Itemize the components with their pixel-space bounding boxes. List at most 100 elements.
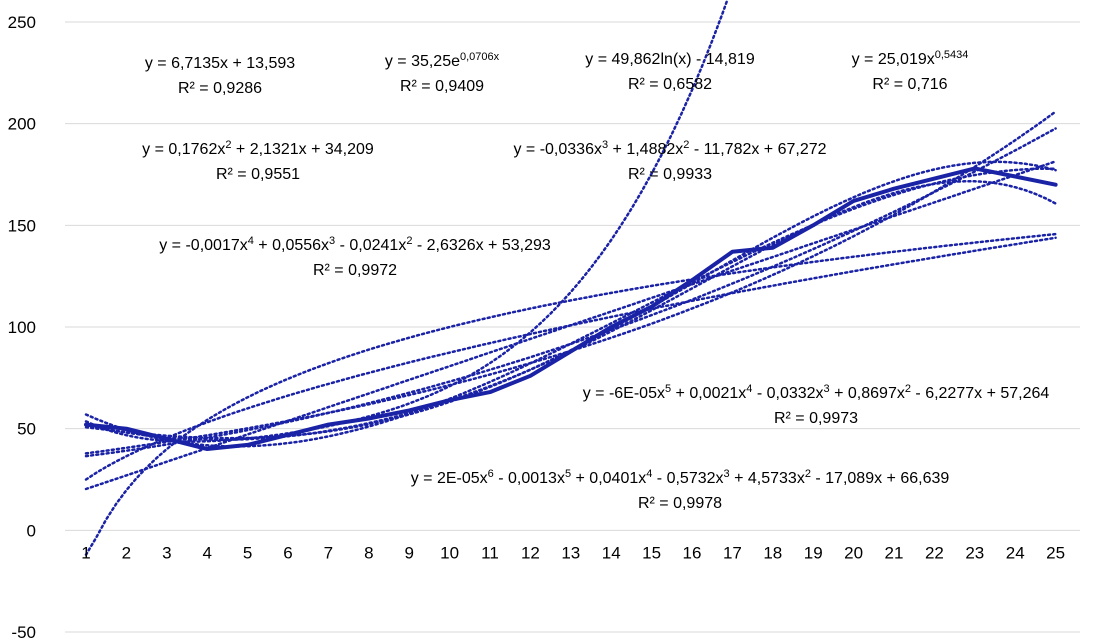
- r-squared-label: R² = 0,9409: [400, 78, 484, 95]
- r-squared-label: R² = 0,6582: [628, 76, 712, 93]
- data-point: [932, 177, 936, 181]
- x-tick-label: 9: [404, 543, 413, 562]
- equation-exponent: 2: [805, 468, 811, 480]
- equation-part: y = 2E-05x: [411, 470, 488, 487]
- data-point: [165, 437, 169, 441]
- data-point: [84, 423, 88, 427]
- data-point: [246, 443, 250, 447]
- y-axis-ticks: -50 0 50 100 150 200 250: [8, 13, 36, 640]
- equation-part: + 1,4882x: [608, 141, 683, 158]
- r-squared-label: R² = 0,9973: [774, 410, 858, 427]
- x-tick-label: 25: [1046, 543, 1065, 562]
- equation-exponent: 6: [488, 468, 494, 480]
- equation-exponent: 4: [248, 235, 254, 247]
- equation-part: - 11,782x + 67,272: [689, 141, 826, 158]
- trendline-logarithmic: [84, 232, 1057, 556]
- x-tick-label: 24: [1006, 543, 1025, 562]
- r-squared-label: R² = 0,9972: [313, 262, 397, 279]
- data-point: [569, 349, 573, 353]
- x-tick-label: 21: [885, 543, 904, 562]
- annotations: y = 6,7135x + 13,593 R² = 0,9286 y = 35,25…: [142, 49, 1049, 512]
- r-squared-label: R² = 0,9286: [178, 80, 262, 97]
- x-tick-label: 12: [521, 543, 540, 562]
- equation-exponent: 5: [565, 468, 571, 480]
- x-tick-label: 16: [683, 543, 702, 562]
- data-point: [367, 417, 371, 420]
- equation-part: y = 0,1762x: [142, 141, 225, 158]
- data-point: [1054, 183, 1058, 187]
- equation-part: y = -0,0017x: [159, 237, 248, 254]
- equation-part: - 0,0332x: [752, 385, 823, 402]
- equation-part: + 0,0401x: [571, 470, 646, 487]
- x-tick-label: 20: [844, 543, 863, 562]
- data-point: [609, 325, 613, 329]
- x-axis-ticks: 1 2 3 4 5 6 7 8 9 10 11 12 13 14 15 16 17 18 19 20 21 22 23 24 2…: [81, 543, 1065, 562]
- equation-exponent: 3: [602, 139, 608, 151]
- r-squared-label: R² = 0,9933: [628, 166, 712, 183]
- gridlines: [65, 21, 1080, 633]
- trendline-equation: y = 2E-05x6 - 0,0013x5 + 0,0401x4 - 0,57…: [411, 468, 950, 487]
- trendline-equation: y = 0,1762x2 + 2,1321x + 34,209: [142, 139, 374, 158]
- y-tick-label: 150: [8, 216, 36, 235]
- trendline-power: [84, 236, 1057, 481]
- data-point: [488, 390, 492, 394]
- equation-part: y = 25,019x: [852, 51, 935, 68]
- equation-exponent: 5: [665, 383, 671, 395]
- y-tick-label: -50: [11, 623, 36, 640]
- data-point: [124, 427, 128, 431]
- equation-exponent: 0,5434: [935, 49, 969, 61]
- trendline-equation: y = 35,25e0,0706x: [385, 51, 500, 70]
- x-tick-label: 19: [804, 543, 823, 562]
- x-tick-label: 13: [561, 543, 580, 562]
- equation-exponent: 3: [824, 383, 830, 395]
- data-point: [730, 250, 734, 254]
- x-tick-label: 8: [364, 543, 373, 562]
- equation-part: - 6,2277x + 57,264: [911, 385, 1049, 402]
- data-point: [326, 423, 330, 427]
- equation-part: y = -6E-05x: [583, 385, 665, 402]
- equation-exponent: 4: [746, 383, 752, 395]
- r-squared-label: R² = 0,9551: [216, 166, 300, 183]
- equation-part: + 0,0021x: [671, 385, 746, 402]
- equation-exponent: 2: [225, 139, 231, 151]
- equation-part: + 0,0556x: [254, 237, 329, 254]
- x-tick-label: 23: [965, 543, 984, 562]
- equation-part: + 2,1321x + 34,209: [231, 141, 373, 158]
- data-point: [811, 223, 815, 227]
- x-tick-label: 11: [481, 543, 499, 562]
- x-tick-label: 18: [763, 543, 782, 562]
- data-point: [448, 398, 452, 402]
- r-squared-label: R² = 0,716: [872, 76, 947, 93]
- equation-part: - 0,0013x: [494, 470, 565, 487]
- equation-exponent: 2: [905, 383, 911, 395]
- equation-part: y = 6,7135x + 13,593: [145, 55, 295, 72]
- equation-exponent: 0,0706x: [460, 51, 500, 63]
- r-squared-label: R² = 0,9978: [638, 495, 722, 512]
- equation-part: - 0,5732x: [652, 470, 723, 487]
- trendline-equation: y = -0,0336x3 + 1,4882x2 - 11,782x + 67,…: [513, 139, 826, 158]
- data-point: [205, 447, 209, 451]
- x-tick-label: 4: [202, 543, 211, 562]
- x-tick-label: 1: [81, 543, 90, 562]
- equation-part: y = 49,862ln(x) - 14,819: [585, 51, 755, 68]
- y-tick-label: 100: [8, 318, 36, 337]
- trendline-equation: y = 6,7135x + 13,593: [145, 55, 295, 72]
- data-point: [690, 278, 694, 282]
- data-point: [1013, 175, 1017, 179]
- trendline-polynomial: [84, 127, 1057, 458]
- data-point: [771, 246, 775, 250]
- trendline-equation: y = -6E-05x5 + 0,0021x4 - 0,0332x3 + 0,8…: [583, 383, 1050, 402]
- equation-part: - 17,089x + 66,639: [811, 470, 949, 487]
- equation-exponent: 3: [329, 235, 335, 247]
- data-point: [650, 305, 654, 309]
- y-tick-label: 50: [17, 420, 36, 439]
- x-tick-label: 5: [243, 543, 252, 562]
- trendline-equation: y = 49,862ln(x) - 14,819: [585, 51, 755, 68]
- data-point: [973, 166, 977, 170]
- x-tick-label: 14: [602, 543, 621, 562]
- x-tick-label: 3: [162, 543, 171, 562]
- x-tick-label: 10: [440, 543, 459, 562]
- y-tick-label: 250: [8, 13, 36, 32]
- equation-exponent: 4: [646, 468, 652, 480]
